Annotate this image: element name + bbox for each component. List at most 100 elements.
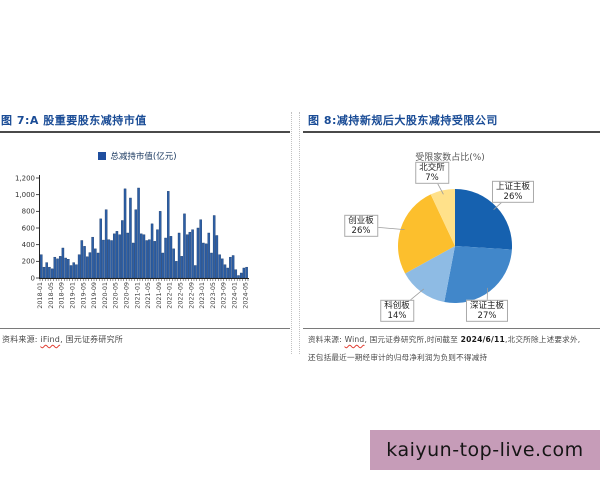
x-tick-label: 2019-09 — [90, 282, 98, 309]
y-tick-label: 600 — [22, 224, 35, 232]
bar — [77, 254, 81, 279]
legend-square-marker — [98, 152, 107, 160]
bar — [42, 266, 46, 279]
bar — [150, 223, 154, 279]
pie-slice — [398, 194, 455, 274]
bar — [229, 256, 232, 279]
bar — [129, 197, 132, 279]
pie-slice — [455, 189, 513, 250]
bar — [145, 240, 148, 279]
x-tick-label: 2023-05 — [209, 282, 217, 309]
bar — [172, 248, 175, 279]
bar — [204, 243, 208, 279]
figure-7-title: 图 7:A 股重要股东减持市值 — [1, 114, 147, 127]
bar — [94, 248, 97, 279]
figure-7-source: 资料来源: iFind, 国元证券研究所 — [2, 334, 123, 345]
bar — [96, 252, 100, 279]
bar — [56, 258, 59, 279]
pie-svg — [360, 172, 514, 312]
bar — [158, 211, 162, 279]
bar — [139, 233, 143, 279]
bar — [242, 267, 246, 279]
bar — [121, 220, 124, 279]
bar — [67, 259, 70, 279]
bar — [50, 268, 54, 279]
x-tick-label: 2020-01 — [101, 282, 109, 309]
bar — [202, 242, 205, 279]
bar — [115, 231, 119, 279]
bar — [196, 227, 200, 279]
x-tick-label: 2021-09 — [155, 282, 163, 309]
bar — [40, 254, 43, 279]
bar — [223, 264, 227, 279]
x-tick-label: 2018-05 — [47, 282, 55, 309]
bar — [91, 236, 94, 279]
source-prefix: 资料来源: — [308, 335, 342, 344]
bar — [88, 252, 92, 279]
x-tick-label: 2018-01 — [36, 282, 44, 309]
bar — [212, 215, 216, 279]
x-tick-label: 2022-01 — [166, 282, 174, 309]
bar — [226, 267, 229, 279]
x-tick-label: 2020-09 — [122, 282, 130, 309]
bar — [199, 219, 202, 279]
bar-chart-legend: 总减持市值(亿元) — [25, 150, 250, 162]
bar — [110, 240, 113, 279]
figure-7-header-rule — [0, 131, 290, 133]
figure-8-title: 图 8:减持新规后大股东减持受限公司 — [308, 114, 498, 127]
x-tick-label: 2021-05 — [144, 282, 152, 309]
source-tool-name: Wind — [344, 335, 365, 344]
x-tick-label: 2019-05 — [79, 282, 87, 309]
legend-label: 总减持市值(亿元) — [110, 152, 177, 162]
bar — [180, 256, 184, 279]
bar — [169, 236, 173, 279]
bar — [164, 237, 167, 279]
bar — [83, 246, 86, 279]
bar — [137, 187, 140, 279]
figure-8-source-line2: 还包括最近一期经审计的归母净利润为负则不得减持 — [308, 353, 488, 362]
y-tick-label: 1,000 — [15, 191, 35, 199]
bar — [123, 188, 127, 279]
bar — [118, 234, 121, 279]
pie-slice — [444, 246, 512, 304]
pie-slice — [430, 188, 455, 246]
bar — [161, 252, 165, 279]
bar — [75, 264, 78, 279]
bar — [175, 261, 178, 279]
y-tick-label: 1,200 — [15, 174, 35, 182]
bar — [239, 272, 243, 279]
column-divider-right — [299, 112, 300, 354]
y-tick-label: 400 — [22, 241, 35, 249]
bar — [58, 256, 62, 279]
bar — [80, 240, 84, 279]
bar — [107, 239, 111, 279]
x-tick-label: 2018-09 — [58, 282, 66, 309]
bar — [148, 239, 151, 279]
pie-chart-title: 受限家数占比(%) — [415, 153, 485, 163]
bar — [231, 255, 235, 279]
y-tick-label: 800 — [22, 208, 35, 216]
source-tail: ,北交所除上述要求外, — [504, 335, 581, 344]
bar — [45, 262, 48, 279]
bar — [221, 258, 224, 279]
x-tick-label: 2022-09 — [187, 282, 195, 309]
bar — [215, 235, 219, 279]
bar — [53, 256, 57, 279]
x-tick-label: 2022-05 — [176, 282, 184, 309]
bar — [72, 262, 75, 279]
figure-7-bottom-rule — [0, 328, 290, 329]
bar — [61, 247, 65, 279]
figure-8-bottom-rule — [303, 328, 600, 329]
x-tick-label: 2021-01 — [133, 282, 141, 309]
bar — [234, 269, 238, 279]
y-tick-label: 0 — [31, 274, 35, 282]
x-tick-label: 2019-01 — [68, 282, 76, 309]
bar — [183, 213, 186, 279]
column-divider-left — [291, 112, 292, 354]
y-tick-label: 200 — [22, 258, 35, 266]
bar — [85, 256, 89, 279]
bar — [207, 232, 211, 279]
pie-slice — [405, 246, 455, 302]
